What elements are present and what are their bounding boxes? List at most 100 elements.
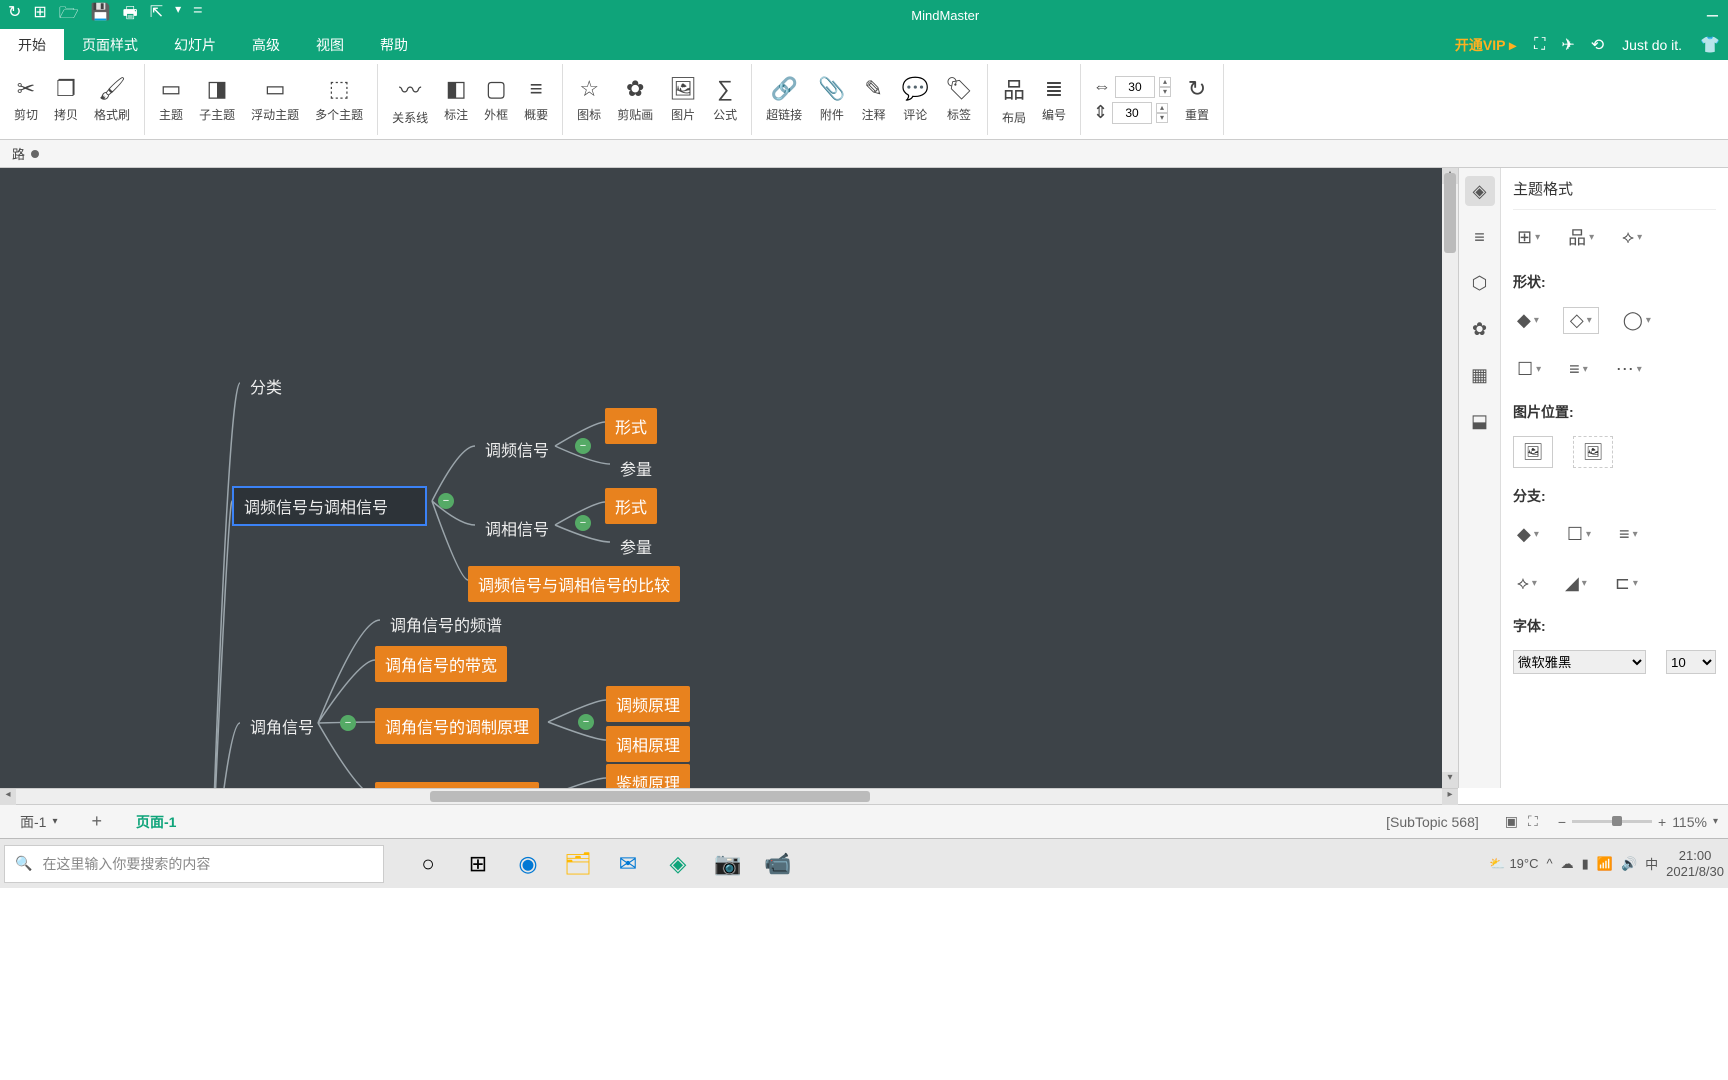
qat-export-icon[interactable]: ⇱	[150, 2, 163, 29]
expand-collapse-button[interactable]: −	[438, 493, 454, 509]
clock[interactable]: 21:00 2021/8/30	[1666, 848, 1724, 879]
reset-button[interactable]: ↻重置	[1177, 72, 1217, 127]
qat-undo-icon[interactable]: ↻	[8, 2, 21, 29]
border-dash-button[interactable]: ⋯ ▾	[1612, 355, 1646, 384]
hyperlink-button[interactable]: 🔗超链接	[758, 72, 810, 127]
zoom-slider-track[interactable]	[1572, 820, 1652, 823]
explorer-icon[interactable]: 🗂	[554, 844, 602, 884]
mindmap-node[interactable]: 调相信号	[475, 510, 559, 546]
vspacing-input[interactable]	[1112, 102, 1152, 124]
panel-tab-task-icon[interactable]: ▦	[1465, 360, 1495, 390]
mindmap-node[interactable]: 调角信号的调制原理	[375, 708, 539, 744]
menu-tab-view[interactable]: 视图	[298, 29, 362, 61]
topic-button[interactable]: ▭主题	[151, 72, 191, 127]
scroll-thumb[interactable]	[1444, 173, 1456, 253]
callout-button[interactable]: ◧标注	[436, 72, 476, 127]
hspacing-up[interactable]: ▴	[1159, 77, 1171, 87]
expand-collapse-button[interactable]: −	[340, 715, 356, 731]
border-style-button[interactable]: ≡ ▾	[1565, 355, 1592, 384]
zoom-in-button[interactable]: +	[1658, 814, 1666, 830]
layout-style-1-button[interactable]: ⊞ ▾	[1513, 223, 1544, 252]
branch-edit-button[interactable]: ☐ ▾	[1563, 520, 1595, 549]
taskbar-search[interactable]: 🔍 在这里输入你要搜索的内容	[4, 845, 384, 883]
note-button[interactable]: ✎注释	[854, 72, 894, 127]
menu-tab-advanced[interactable]: 高级	[234, 29, 298, 61]
copy-button[interactable]: ❐拷贝	[46, 72, 86, 127]
shadow-button[interactable]: ◯ ▾	[1619, 306, 1655, 335]
onedrive-icon[interactable]: ☁	[1561, 856, 1574, 872]
page-tab-active[interactable]: 页面-1	[116, 812, 196, 832]
hscroll-thumb[interactable]	[430, 791, 870, 802]
branch-style-2-button[interactable]: ◢ ▾	[1561, 569, 1591, 598]
scroll-left-arrow[interactable]: ◂	[0, 789, 16, 805]
multi-topic-button[interactable]: ⬚多个主题	[307, 72, 371, 127]
layout-style-2-button[interactable]: 品 ▾	[1564, 220, 1598, 254]
qat-save-icon[interactable]: 💾	[91, 2, 111, 29]
volume-icon[interactable]: 🔊	[1621, 856, 1637, 872]
view-mode-2-icon[interactable]: ⛶	[1528, 813, 1538, 830]
mindmap-node[interactable]: 分类	[240, 368, 292, 404]
expand-collapse-button[interactable]: −	[578, 714, 594, 730]
view-mode-1-icon[interactable]: ▣	[1505, 813, 1518, 830]
branch-weight-button[interactable]: ≡ ▾	[1615, 520, 1642, 549]
hspacing-input[interactable]	[1115, 76, 1155, 98]
boundary-button[interactable]: ▢外框	[476, 72, 516, 127]
summary-button[interactable]: ≡概要	[516, 72, 556, 127]
branch-style-3-button[interactable]: ⊏ ▾	[1611, 569, 1642, 598]
floating-topic-button[interactable]: ▭浮动主题	[243, 72, 307, 127]
share-icon[interactable]: ⟲	[1583, 35, 1612, 55]
icon-button[interactable]: ☆图标	[569, 72, 609, 127]
panel-tab-style-icon[interactable]: ◈	[1465, 176, 1495, 206]
cut-button[interactable]: ✂剪切	[6, 72, 46, 127]
wifi-icon[interactable]: 📶	[1597, 856, 1613, 872]
vspacing-down[interactable]: ▾	[1156, 113, 1168, 123]
panel-tab-outline-icon[interactable]: ≡	[1465, 222, 1495, 252]
comment-button[interactable]: 💬评论	[894, 72, 937, 127]
relationship-button[interactable]: 〰关系线	[384, 69, 436, 130]
vspacing-up[interactable]: ▴	[1156, 103, 1168, 113]
font-family-select[interactable]: 微软雅黑	[1513, 650, 1646, 674]
branch-color-button[interactable]: ◆ ▾	[1513, 520, 1543, 549]
img-pos-2-button[interactable]: 🖼	[1573, 436, 1613, 468]
expand-collapse-button[interactable]: −	[575, 438, 591, 454]
fill-color-button[interactable]: ◆ ▾	[1513, 306, 1543, 335]
image-button[interactable]: 🖼图片	[661, 72, 705, 127]
shape-type-button[interactable]: ◇ ▾	[1563, 307, 1599, 334]
taskview-icon[interactable]: ⊞	[454, 844, 502, 884]
mindmap-node[interactable]: 调角信号的带宽	[375, 646, 507, 682]
battery-icon[interactable]: ▮	[1582, 856, 1589, 872]
tray-overflow-icon[interactable]: ^	[1547, 856, 1553, 871]
formula-button[interactable]: ∑公式	[705, 72, 745, 127]
mindmap-node[interactable]: 调角信号的频谱	[380, 606, 512, 642]
panel-tab-history-icon[interactable]: ⬓	[1465, 406, 1495, 436]
subtopic-button[interactable]: ◨子主题	[191, 72, 243, 127]
hspacing-down[interactable]: ▾	[1159, 87, 1171, 97]
document-tab[interactable]: 路	[0, 144, 51, 163]
vip-button[interactable]: 开通VIP ▸	[1445, 35, 1526, 55]
qat-new-icon[interactable]: ⊞	[33, 2, 46, 29]
user-avatar-icon[interactable]: 👕	[1692, 35, 1728, 55]
clipart-button[interactable]: ✿剪贴画	[609, 72, 661, 127]
qat-print-icon[interactable]: 🖶	[123, 2, 138, 29]
mindmap-node[interactable]: 调频信号与调相信号	[232, 486, 427, 526]
scroll-down-arrow[interactable]: ▾	[1442, 772, 1458, 788]
app-icon-2[interactable]: 📹	[754, 844, 802, 884]
mindmap-node[interactable]: 形式	[605, 488, 657, 524]
layout-button[interactable]: 品布局	[994, 69, 1034, 130]
numbering-button[interactable]: ≣编号	[1034, 72, 1074, 127]
mindmap-node[interactable]: 参量	[610, 450, 662, 486]
qat-customize-icon[interactable]: =	[193, 2, 202, 29]
minimize-button[interactable]: –	[1688, 4, 1728, 27]
ime-indicator[interactable]: 中	[1645, 854, 1658, 873]
mindmap-canvas[interactable]: 以角度调制与解调分类调频信号与调相信号调频信号形式参量调相信号形式参量调频信号与…	[0, 168, 1458, 788]
user-name[interactable]: Just do it.	[1612, 37, 1692, 53]
img-pos-1-button[interactable]: 🖼	[1513, 436, 1553, 468]
branch-style-1-button[interactable]: ⟡ ▾	[1513, 569, 1541, 598]
mindmap-node[interactable]: 调频信号与调相信号的比较	[468, 566, 680, 602]
qat-open-icon[interactable]: 🗁	[59, 2, 79, 29]
expand-collapse-button[interactable]: −	[575, 515, 591, 531]
zoom-control[interactable]: − + 115% ▾	[1548, 814, 1728, 830]
vertical-scrollbar[interactable]: ▴ ▾	[1442, 168, 1458, 788]
panel-tab-clipart-icon[interactable]: ✿	[1465, 314, 1495, 344]
fullscreen-icon[interactable]: ⛶	[1526, 36, 1553, 54]
